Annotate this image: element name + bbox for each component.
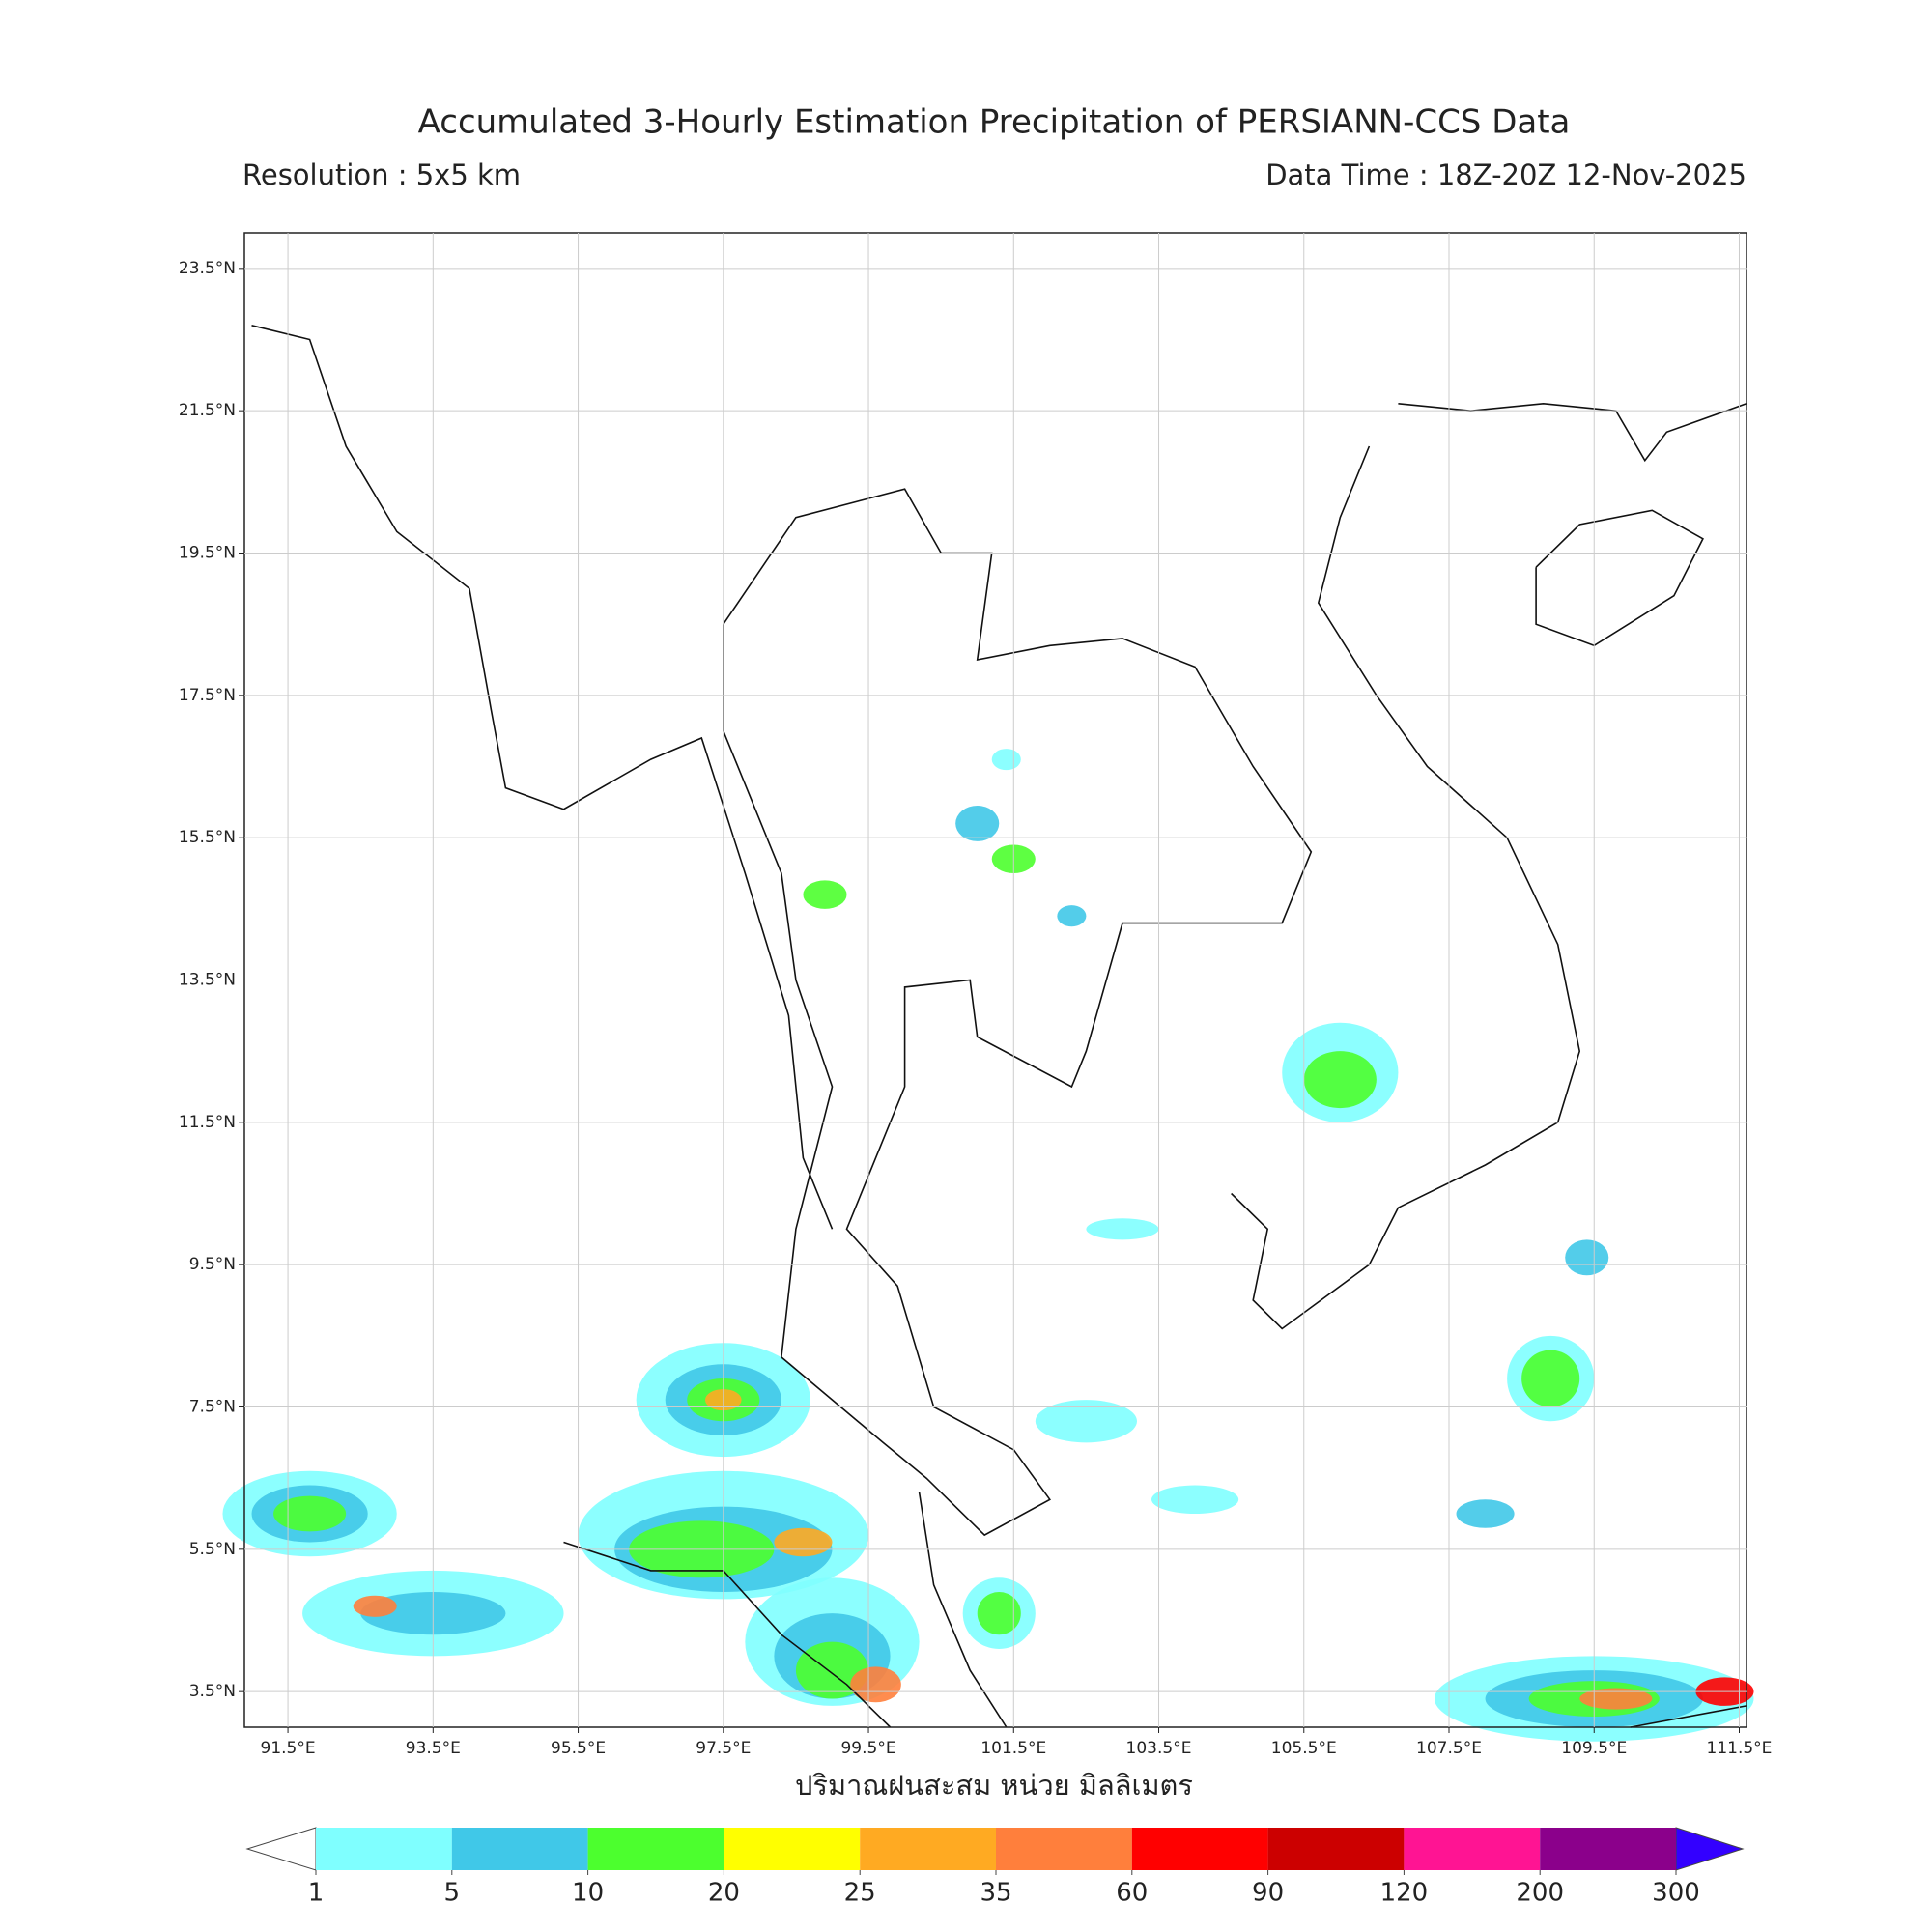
colorbar-segment [1131,1828,1268,1870]
colorbar-segment [451,1828,588,1870]
y-tick-label: 21.5°N [179,401,236,420]
rain-area [955,806,1000,841]
colorbar-label: 90 [1252,1879,1284,1908]
data-time: Data Time : 18Z-20Z 12-Nov-2025 [1265,158,1747,191]
colorbar-segment [1267,1828,1405,1870]
x-tick-label: 95.5°E [551,1739,606,1758]
colorbar-label: 60 [1116,1879,1148,1908]
colorbar-segment [860,1828,996,1870]
x-tick-label: 99.5°E [840,1739,895,1758]
y-tick-label: 13.5°N [179,971,236,990]
colorbar-segment [587,1828,724,1870]
x-tick-label: 107.5°E [1416,1739,1482,1758]
colorbar-segment [316,1828,452,1870]
rain-area [774,1527,833,1557]
colorbar-label: 35 [980,1879,1011,1908]
coastline [723,488,1313,1537]
colorbar-segment [1540,1828,1676,1870]
y-tick-label: 19.5°N [179,544,236,563]
y-tick-label: 15.5°N [179,828,236,847]
x-tick-label: 97.5°E [696,1739,751,1758]
coastlines [251,325,1747,1728]
rain-area [1579,1688,1653,1710]
coastline [1398,402,1747,463]
coastline [1630,1705,1747,1728]
colorbar-label: 300 [1652,1879,1700,1908]
y-tick-label: 3.5°N [189,1682,236,1701]
x-tick-label: 111.5°E [1707,1739,1773,1758]
resolution: Resolution : 5x5 km [242,158,521,191]
precipitation [222,749,1754,1742]
rain-area [1521,1350,1580,1407]
title: Accumulated 3-Hourly Estimation Precipit… [418,103,1571,142]
coastline [1535,509,1704,647]
y-tick-label: 5.5°N [189,1540,236,1559]
colorbar-over [1675,1827,1745,1871]
colorbar-segment [1404,1828,1541,1870]
y-tick-label: 11.5°N [179,1113,236,1132]
coastline [251,325,834,1230]
x-tick-label: 105.5°E [1271,1739,1337,1758]
rain-area [850,1666,901,1703]
rain-area [977,1592,1021,1635]
rain-area [1035,1400,1137,1443]
rain-area [803,880,847,909]
colorbar-label: 20 [708,1879,740,1908]
coastline [918,1492,1008,1728]
rain-area [273,1495,347,1532]
colorbar-under [245,1827,317,1871]
rain-area [1057,905,1087,927]
rain-area [1303,1051,1377,1109]
colorbar-label: 200 [1516,1879,1564,1908]
rain-area [1151,1485,1239,1515]
rain-area [991,749,1021,771]
x-tick-label: 101.5°E [980,1739,1046,1758]
colorbar-label: 10 [572,1879,604,1908]
x-tick-label: 93.5°E [406,1739,461,1758]
rain-area [1086,1218,1159,1240]
rain-area [353,1595,397,1617]
y-tick-label: 17.5°N [179,686,236,705]
colorbar-segment [996,1828,1132,1870]
x-axis-label: ปริมาณฝนสะสม หน่วย มิลลิเมตร [795,1769,1193,1802]
rain-area [1565,1239,1609,1276]
y-tick-label: 9.5°N [189,1255,236,1274]
colorbar-label: 120 [1380,1879,1429,1908]
colorbar-label: 5 [444,1879,461,1908]
colorbar-segment [724,1828,861,1870]
colorbar-label: 25 [844,1879,876,1908]
colorbar-label: 1 [308,1879,325,1908]
x-tick-label: 103.5°E [1126,1739,1192,1758]
y-tick-label: 23.5°N [179,259,236,278]
rain-area [1456,1499,1515,1528]
x-tick-label: 109.5°E [1561,1739,1627,1758]
x-tick-label: 91.5°E [261,1739,316,1758]
coastline [1231,445,1581,1330]
y-tick-label: 7.5°N [189,1398,236,1417]
